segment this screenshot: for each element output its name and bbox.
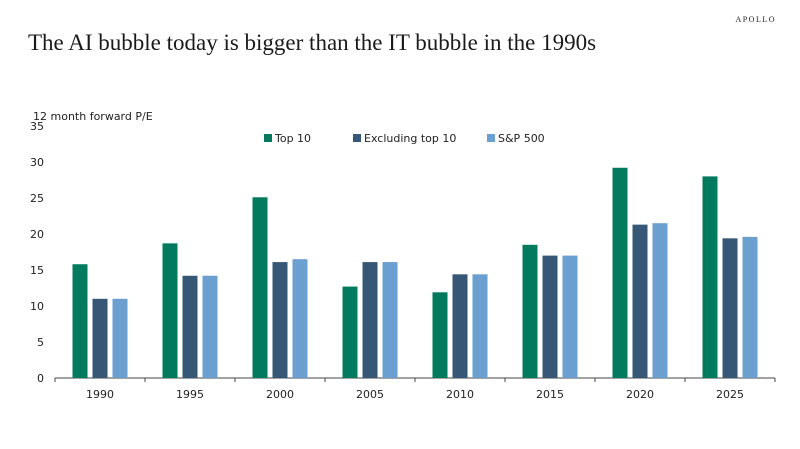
chart-title: The AI bubble today is bigger than the I… [28,30,597,55]
y-tick-label: 35 [30,120,44,133]
bar-excluding-top-10-2015 [542,255,558,378]
x-tick-label: 2015 [536,388,564,401]
bar-s-p-500-2015 [562,255,578,378]
x-tick-label: 1990 [86,388,114,401]
y-tick-label: 25 [30,192,44,205]
bar-s-p-500-1995 [202,275,218,378]
bar-excluding-top-10-2010 [452,274,468,378]
bar-top-10-2000 [252,197,268,378]
y-tick-label: 0 [37,372,44,385]
y-tick-label: 15 [30,264,44,277]
bar-s-p-500-2025 [742,236,758,378]
legend-label: Excluding top 10 [364,132,456,145]
legend-label: S&P 500 [498,132,545,145]
x-tick-label: 2000 [266,388,294,401]
bar-excluding-top-10-2005 [362,262,378,378]
bar-top-10-2015 [522,244,538,378]
bar-excluding-top-10-2025 [722,238,738,378]
x-tick-label: 1995 [176,388,204,401]
x-tick-label: 2025 [716,388,744,401]
bar-s-p-500-2005 [382,262,398,378]
x-tick-label: 2010 [446,388,474,401]
bar-excluding-top-10-2000 [272,262,288,378]
bar-top-10-2010 [432,292,448,378]
bar-s-p-500-2010 [472,274,488,378]
legend-label: Top 10 [274,132,311,145]
y-tick-label: 30 [30,156,44,169]
y-tick-label: 20 [30,228,44,241]
bar-excluding-top-10-1995 [182,275,198,378]
legend-swatch [487,134,495,142]
y-axis-label: 12 month forward P/E [33,110,153,123]
bar-top-10-1995 [162,243,178,378]
y-tick-label: 5 [37,336,44,349]
bar-top-10-2005 [342,286,358,378]
bar-excluding-top-10-2020 [632,224,648,378]
bar-s-p-500-1990 [112,298,128,378]
bar-top-10-2025 [702,176,718,378]
y-tick-label: 10 [30,300,44,313]
bar-s-p-500-2020 [652,223,668,378]
legend-swatch [353,134,361,142]
brand-logo: APOLLO [735,15,776,24]
x-tick-label: 2005 [356,388,384,401]
legend-swatch [264,134,272,142]
bar-excluding-top-10-1990 [92,298,108,378]
bar-s-p-500-2000 [292,259,308,378]
bar-top-10-1990 [72,264,88,378]
x-tick-label: 2020 [626,388,654,401]
bar-top-10-2020 [612,167,628,378]
